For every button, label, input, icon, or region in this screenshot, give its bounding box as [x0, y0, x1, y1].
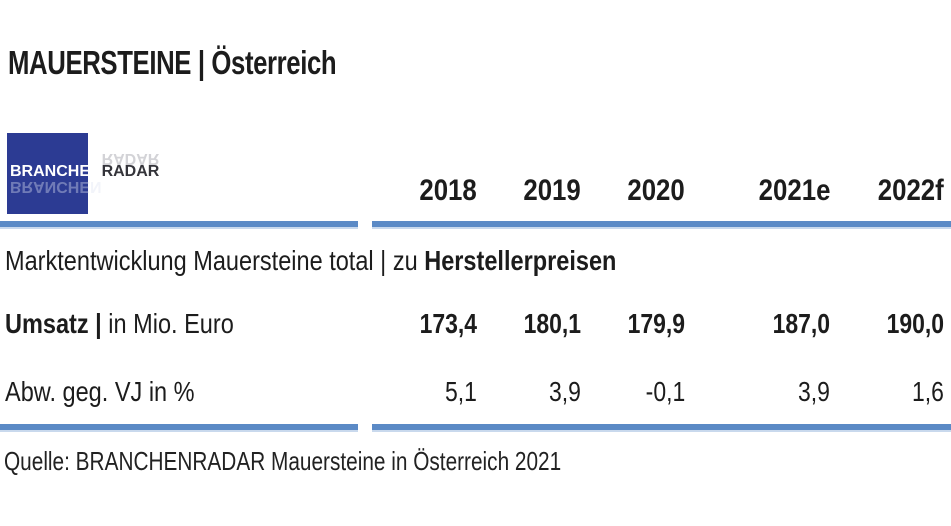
logo-wordmark: BRANCHENRADAR — [10, 162, 159, 182]
table-row-umsatz: Umsatz | in Mio. Euro 173,4 180,1 179,9 … — [5, 308, 944, 340]
divider-line-top-right — [372, 221, 951, 227]
year-header-row: 2018 2019 2020 2021e 2022f — [5, 176, 944, 206]
row-label-rest: Abw. geg. VJ in % — [5, 376, 195, 407]
col-header-2020: 2020 — [627, 174, 685, 207]
branchenradar-logo — [7, 133, 88, 214]
value-cell: 180,1 — [523, 308, 581, 339]
table-row-abweichung: Abw. geg. VJ in % 5,1 3,9 -0,1 3,9 1,6 — [5, 376, 944, 408]
divider-underline-bottom-right — [372, 430, 951, 432]
row-label: Abw. geg. VJ in % — [5, 376, 375, 408]
divider-line-bottom-left — [0, 424, 358, 430]
logo-text-radar: RADAR — [101, 163, 160, 180]
col-header-2019: 2019 — [523, 174, 581, 207]
divider-underline-top-right — [372, 227, 951, 229]
value-cell: 187,0 — [772, 308, 830, 339]
section-title-bold: Herstellerpreisen — [424, 245, 617, 276]
divider-line-bottom-right — [372, 424, 951, 430]
row-label: Umsatz | in Mio. Euro — [5, 308, 375, 340]
page-title: MAUERSTEINE | Österreich — [8, 44, 337, 81]
value-cell: 3,9 — [798, 376, 830, 407]
section-title: Marktentwicklung Mauersteine total | zu … — [5, 244, 733, 278]
value-cell: 173,4 — [419, 308, 477, 339]
col-header-2022f: 2022f — [878, 174, 944, 207]
divider-underline-top-left — [0, 227, 358, 229]
value-cell: -0,1 — [645, 376, 685, 407]
value-cell: 190,0 — [886, 308, 944, 339]
value-cell: 3,9 — [549, 376, 581, 407]
divider-line-top-left — [0, 221, 358, 227]
col-header-2018: 2018 — [419, 174, 477, 207]
value-cell: 5,1 — [445, 376, 477, 407]
logo-text-branchen: BRANCHEN — [10, 163, 102, 180]
value-cell: 1,6 — [912, 376, 944, 407]
section-title-regular: Marktentwicklung Mauersteine total | zu — [5, 245, 425, 276]
row-label-bold: Umsatz | — [5, 308, 109, 339]
row-label-rest: in Mio. Euro — [108, 308, 234, 339]
divider-underline-bottom-left — [0, 430, 358, 432]
source-note: Quelle: BRANCHENRADAR Mauersteine in Öst… — [4, 446, 562, 476]
col-header-2021e: 2021e — [758, 174, 830, 207]
value-cell: 179,9 — [627, 308, 685, 339]
